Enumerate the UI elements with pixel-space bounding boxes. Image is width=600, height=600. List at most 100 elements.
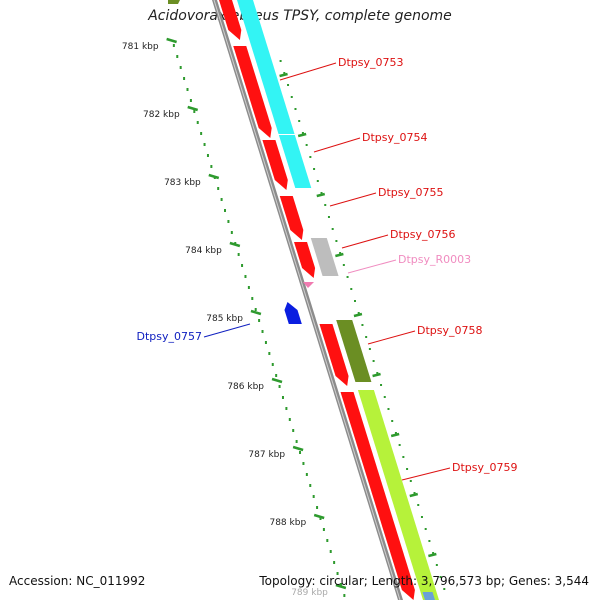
outer-dot [346, 276, 349, 278]
ruler-tick-label: 784 kbp [185, 246, 222, 256]
outer-dot [420, 516, 423, 518]
ruler-dot [258, 319, 261, 322]
ruler-tick [166, 37, 177, 44]
ruler-tick-label: 786 kbp [227, 382, 264, 392]
ruler-dot [241, 264, 244, 267]
ruler-tick-label: 787 kbp [248, 450, 285, 460]
outer-dot [402, 456, 405, 458]
gene-label: Dtpsy_0753 [338, 56, 404, 69]
outer-dot [387, 408, 390, 410]
gene-leader-line [347, 259, 397, 274]
outer-dot [283, 72, 286, 74]
ruler-dot [316, 506, 319, 509]
outer-dot [443, 588, 446, 590]
ruler-dot [285, 407, 288, 410]
outer-dot [376, 372, 379, 374]
ruler-tick [335, 583, 347, 590]
ruler-tick-label: 782 kbp [143, 110, 180, 120]
ruler-dot [172, 44, 175, 47]
gene-0759-cog [357, 390, 439, 600]
gene-label: Dtpsy_0758 [417, 324, 483, 337]
gene-label: Dtpsy_0759 [452, 461, 518, 474]
outer-dot [316, 180, 319, 182]
ruler-tick [229, 241, 241, 248]
ruler-dot [237, 253, 240, 256]
ruler-dot [329, 550, 332, 553]
ruler-tick [271, 377, 283, 384]
gene-leader-line [203, 323, 251, 338]
ruler-dot [244, 275, 247, 278]
gene-r0003-shape [303, 282, 314, 288]
outer-tick [316, 192, 326, 198]
gene-0754-cog [278, 135, 312, 188]
ruler-dot [264, 341, 267, 344]
ruler-tick-label: 789 kbp [291, 588, 328, 598]
gene-0758-arrow [319, 324, 349, 386]
gene-0754-arrow [262, 140, 288, 190]
outer-dot [331, 228, 334, 230]
ruler-tick [292, 445, 304, 452]
gene-0756-arrow [294, 242, 316, 278]
outer-dot [354, 300, 356, 302]
ruler-tick-label: 783 kbp [164, 178, 201, 188]
outer-dot [417, 504, 420, 506]
outer-tick [353, 312, 363, 318]
gene-leader-line [279, 62, 337, 81]
outer-dot [335, 240, 338, 242]
outer-dot [305, 144, 308, 146]
ruler-tick [313, 513, 325, 520]
outer-dot [279, 60, 282, 62]
gene-leader-line [329, 192, 377, 207]
ruler-dot [227, 220, 230, 223]
outer-dot [383, 396, 386, 398]
outer-dot [342, 264, 345, 266]
outer-dot [287, 84, 290, 86]
ruler-dot [230, 231, 233, 234]
gene-0758-cog [336, 320, 372, 382]
outer-dot [309, 156, 312, 158]
outer-dot [380, 384, 383, 386]
outer-tick [279, 72, 288, 78]
outer-dot [406, 468, 409, 470]
topology-label: Topology: circular; Length: 3,796,573 bp… [259, 574, 589, 588]
outer-tick [297, 132, 307, 138]
outer-dot [435, 564, 438, 566]
ruler-dot [309, 484, 312, 487]
ruler-tick-label: 781 kbp [122, 42, 159, 52]
gene-leader-line [313, 137, 361, 153]
outer-dot [320, 192, 323, 194]
outer-dot [294, 108, 297, 110]
ruler-dot [278, 385, 281, 388]
outer-dot [298, 120, 301, 122]
ruler-tick [187, 105, 199, 112]
outer-tick [335, 252, 344, 258]
ruler-dot [251, 297, 254, 300]
gene-label: Dtpsy_0755 [378, 186, 444, 199]
outer-tick [409, 492, 419, 498]
ruler-dot [271, 363, 274, 366]
ruler-dot [179, 66, 182, 69]
ruler-dot [203, 143, 206, 146]
gene-0753-arrow [219, 0, 242, 40]
outer-dot [350, 288, 353, 290]
ruler-dot [275, 374, 278, 377]
ruler-dot [183, 77, 186, 80]
gene-next-cog [422, 592, 435, 600]
gene-label: Dtpsy_0757 [136, 330, 202, 343]
ruler-tick-label: 788 kbp [269, 518, 306, 528]
ruler-dot [295, 440, 298, 443]
ruler-dot [210, 165, 213, 168]
outer-dot [432, 552, 435, 554]
gene-leader-line [367, 330, 416, 345]
backbone-highlight [213, 0, 401, 600]
ruler-dot [217, 187, 220, 190]
ruler-dot [343, 594, 346, 597]
outer-tick [390, 432, 400, 438]
outer-dot [409, 480, 412, 482]
ruler-dot [333, 561, 336, 564]
ruler-dot [261, 330, 264, 333]
ruler-dot [247, 286, 250, 289]
ruler-dot [196, 121, 199, 124]
